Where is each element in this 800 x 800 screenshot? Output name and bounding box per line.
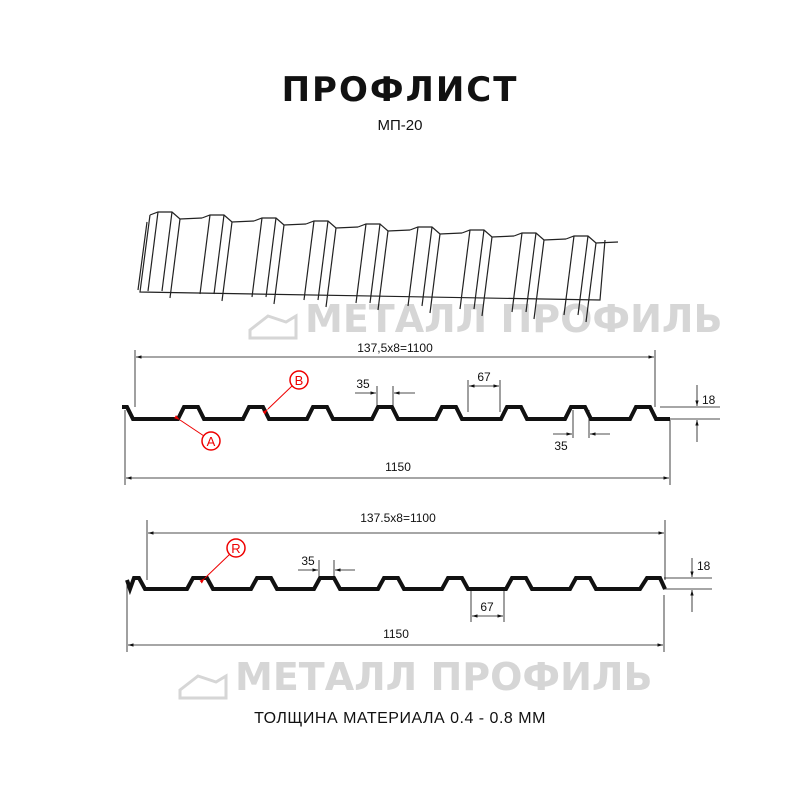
dim-label-rib-top: 35 — [301, 554, 315, 568]
page-title: ПРОФЛИСТ — [281, 70, 519, 110]
svg-text:R: R — [231, 541, 240, 556]
watermark-logo-2: МЕТАЛЛ ПРОФИЛЬ — [178, 655, 652, 700]
sheet-edge — [511, 232, 523, 313]
dim-label-1150: 1150 — [383, 627, 409, 641]
watermark-text: МЕТАЛЛ ПРОФИЛЬ — [235, 655, 652, 699]
sheet-edge — [577, 235, 589, 316]
profile-2: 137.5x8=1100 1150 35 67 18 R — [125, 511, 712, 652]
callout-r: R — [199, 538, 246, 584]
profile-1: 137,5x8=1100 1150 35 67 35 18 A B — [122, 341, 720, 485]
sheet-edge — [377, 230, 389, 311]
sheet-edge — [407, 226, 419, 307]
sheet-edge — [199, 214, 211, 295]
sheet-edge — [459, 229, 471, 310]
sheet-edge — [585, 242, 597, 323]
sheet-edge — [525, 232, 537, 313]
callout-a: A — [174, 415, 221, 451]
sheet-edge — [369, 223, 381, 304]
watermark-text: МЕТАЛЛ ПРОФИЛЬ — [305, 297, 722, 341]
svg-text:B: B — [295, 373, 304, 388]
dim-label-rib-bottom: 35 — [554, 439, 568, 453]
sheet-edge — [533, 239, 545, 320]
sheet-3d-illustration — [137, 211, 619, 323]
profile-1-outline — [122, 405, 670, 421]
sheet-edge — [563, 235, 575, 316]
sheet-edge — [325, 227, 337, 308]
sheet-edge — [161, 211, 173, 292]
sheet-edge — [251, 217, 263, 298]
profile-2-outline — [125, 576, 667, 596]
sheet-edge — [481, 236, 493, 317]
sheet-edge — [429, 233, 441, 314]
watermark-logo-1: МЕТАЛЛ ПРОФИЛЬ — [248, 297, 722, 341]
sheet-edge — [169, 218, 181, 299]
sheet-edge — [213, 214, 225, 295]
callout-b: B — [262, 370, 309, 415]
material-thickness-note: ТОЛЩИНА МАТЕРИАЛА 0.4 - 0.8 ММ — [254, 710, 546, 727]
dim-label-rib-top: 35 — [356, 377, 370, 391]
sheet-edge — [355, 223, 367, 304]
sheet-edge — [273, 224, 285, 305]
sheet-edge — [137, 221, 148, 291]
sheet-edge — [147, 211, 159, 292]
sheet-edge — [139, 214, 606, 301]
svg-text:A: A — [207, 434, 216, 449]
model-subtitle: МП-20 — [377, 117, 423, 134]
dim-label-height: 18 — [702, 393, 716, 407]
dim-label-1100: 137.5x8=1100 — [360, 511, 436, 525]
sheet-edge — [221, 221, 233, 302]
sheet-edge — [303, 220, 315, 301]
sheet-edge — [473, 229, 485, 310]
dim-label-67: 67 — [477, 370, 491, 384]
dim-label-1100: 137,5x8=1100 — [357, 341, 433, 355]
dim-label-height: 18 — [697, 559, 711, 573]
sheet-edge — [317, 220, 329, 301]
sheet-edge — [265, 217, 277, 298]
sheet-edge — [421, 226, 433, 307]
dim-label-1150: 1150 — [385, 460, 411, 474]
dim-label-67: 67 — [480, 600, 494, 614]
